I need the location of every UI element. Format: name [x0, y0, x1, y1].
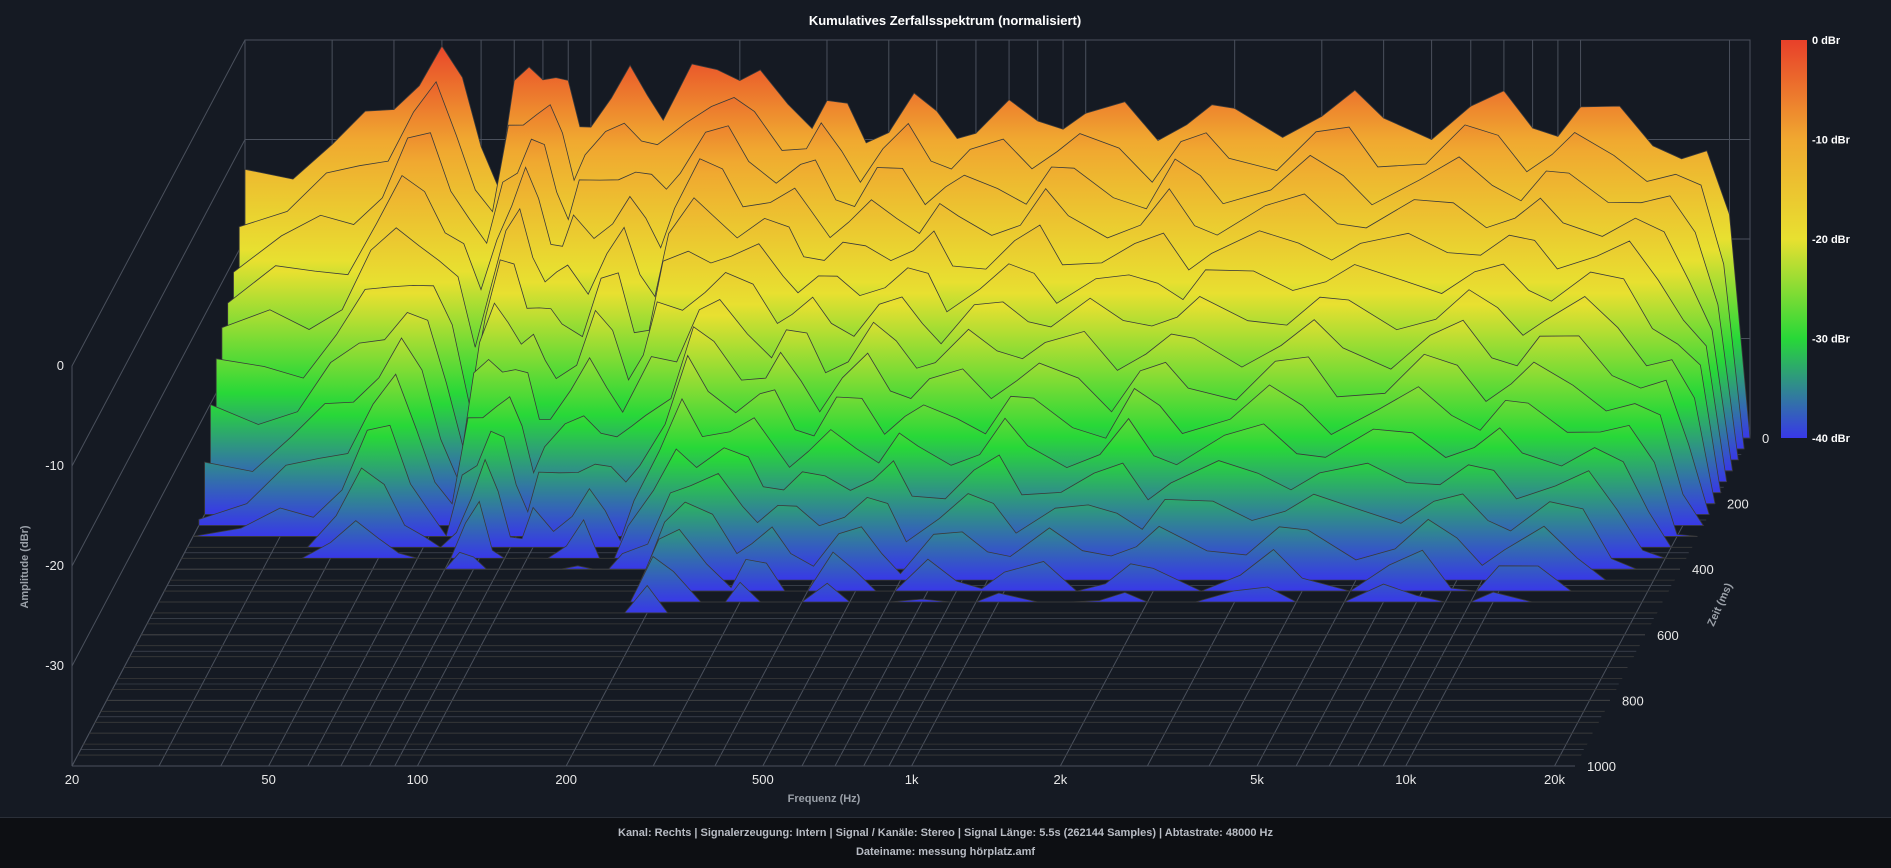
x-tick-label: 50 — [261, 772, 275, 787]
y-tick-label: 0 — [57, 358, 64, 373]
y-axis-ticks: 0 -10 -20 -30 — [45, 358, 64, 673]
x-tick-label: 20 — [65, 772, 79, 787]
signal-info: Kanal: Rechts | Signalerzeugung: Intern … — [0, 824, 1891, 843]
colorbar-gradient — [1781, 40, 1807, 438]
x-tick-label: 200 — [555, 772, 577, 787]
colorbar-label: -10 dBr — [1812, 135, 1851, 147]
decay-slices — [78, 46, 1750, 755]
x-tick-label: 1k — [905, 772, 919, 787]
x-tick-label: 20k — [1544, 772, 1565, 787]
y-tick-label: -10 — [45, 458, 64, 473]
x-axis-ticks: 20 50 100 200 500 1k 2k 5k 10k 20k — [65, 772, 1566, 787]
waterfall-chart: Kumulatives Zerfallsspektrum (normalisie… — [0, 0, 1891, 817]
colorbar-labels: 0 dBr -10 dBr -20 dBr -30 dBr -40 dBr — [1812, 35, 1851, 445]
z-tick-label: 200 — [1727, 497, 1749, 512]
x-tick-label: 100 — [407, 772, 429, 787]
colorbar-label: -30 dBr — [1812, 334, 1851, 346]
x-tick-label: 500 — [752, 772, 774, 787]
colorbar-label: 0 dBr — [1812, 35, 1841, 47]
z-tick-label: 400 — [1692, 562, 1714, 577]
x-tick-label: 10k — [1395, 772, 1416, 787]
file-name: Dateiname: messung hörplatz.amf — [0, 843, 1891, 862]
y-tick-label: -20 — [45, 558, 64, 573]
y-axis-label: Amplitude (dBr) — [19, 525, 31, 608]
status-footer: Kanal: Rechts | Signalerzeugung: Intern … — [0, 817, 1891, 868]
z-tick-label: 1000 — [1587, 759, 1616, 774]
chart-title: Kumulatives Zerfallsspektrum (normalisie… — [809, 13, 1081, 28]
colorbar-label: -20 dBr — [1812, 234, 1851, 246]
colorbar-label: -40 dBr — [1812, 433, 1851, 445]
x-tick-label: 2k — [1053, 772, 1067, 787]
y-tick-label: -30 — [45, 658, 64, 673]
colorbar: 0 dBr -10 dBr -20 dBr -30 dBr -40 dBr — [1781, 35, 1851, 445]
z-tick-label: 800 — [1622, 693, 1644, 708]
z-tick-label: 600 — [1657, 628, 1679, 643]
x-axis-label: Frequenz (Hz) — [788, 793, 861, 805]
x-tick-label: 5k — [1250, 772, 1264, 787]
z-tick-label: 0 — [1762, 431, 1769, 446]
z-axis-label: Zeit (ms) — [1705, 581, 1735, 628]
